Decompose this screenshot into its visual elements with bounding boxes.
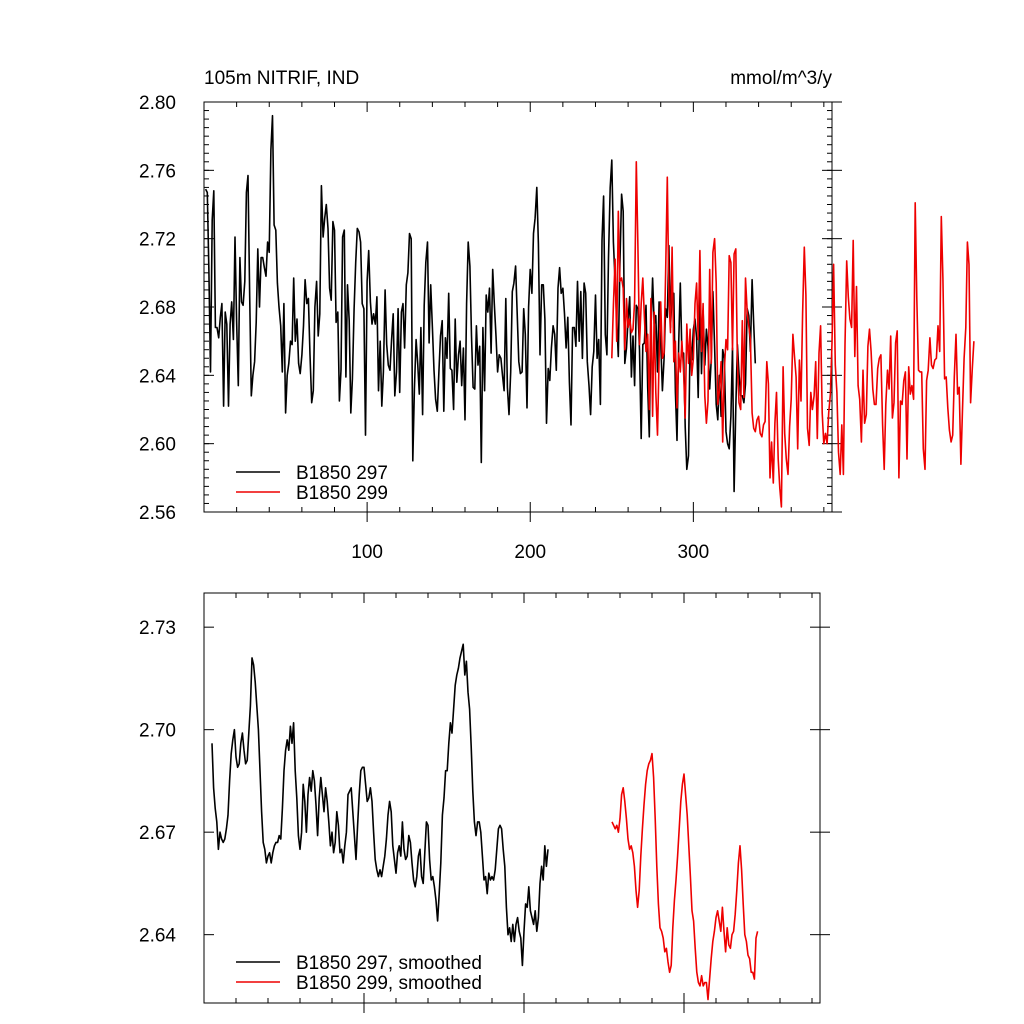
y-tick-label: 2.67: [139, 823, 176, 844]
top-title-right: mmol/m^3/y: [730, 68, 832, 89]
top-legend: B1850 297 B1850 299: [236, 463, 388, 504]
x-tick-label: 300: [677, 542, 709, 563]
series-b1850-297: [204, 114, 757, 493]
series-b1850-299: [611, 161, 975, 508]
top-panel: 105m NITRIF, IND mmol/m^3/y 100 200 300 2.5…: [139, 68, 975, 563]
x-tick-label: 200: [514, 542, 546, 563]
top-ticks: 100 200 300 2.56 2.60 2.64 2.68 2.72 2.76 2.80: [139, 93, 842, 563]
y-tick-label: 2.64: [139, 366, 176, 387]
top-title-left: 105m NITRIF, IND: [204, 68, 359, 89]
y-tick-label: 2.72: [139, 230, 176, 251]
legend-label-b1850-297: B1850 297: [296, 463, 388, 484]
top-series-layer: [204, 114, 975, 508]
legend-label-b1850-299: B1850 299: [296, 483, 388, 504]
bottom-legend: B1850 297, smoothed B1850 299, smoothed: [236, 953, 482, 994]
y-tick-label: 2.76: [139, 161, 176, 182]
x-tick-label: 100: [351, 542, 383, 563]
legend-label-b1850-299-smoothed: B1850 299, smoothed: [296, 973, 482, 994]
y-tick-label: 2.73: [139, 618, 176, 639]
series-b1850-299-smoothed: [611, 752, 759, 1001]
y-tick-label: 2.68: [139, 298, 176, 319]
legend-label-b1850-297-smoothed: B1850 297, smoothed: [296, 953, 482, 974]
series-b1850-297-smoothed: [211, 643, 549, 967]
y-tick-label: 2.64: [139, 926, 176, 947]
bottom-plot-frame: [203, 592, 821, 1004]
y-tick-label: 2.80: [139, 93, 176, 114]
bottom-ticks: 2.64 2.67 2.70 2.73: [139, 593, 830, 1013]
y-tick-label: 2.56: [139, 503, 176, 524]
top-plot-frame: [203, 101, 833, 513]
y-tick-label: 2.60: [139, 435, 176, 456]
bottom-panel: 2.64 2.67 2.70 2.73 B1850 297, smoothed B18…: [139, 592, 830, 1013]
y-tick-label: 2.70: [139, 721, 176, 742]
bottom-series-layer: [211, 643, 759, 1001]
